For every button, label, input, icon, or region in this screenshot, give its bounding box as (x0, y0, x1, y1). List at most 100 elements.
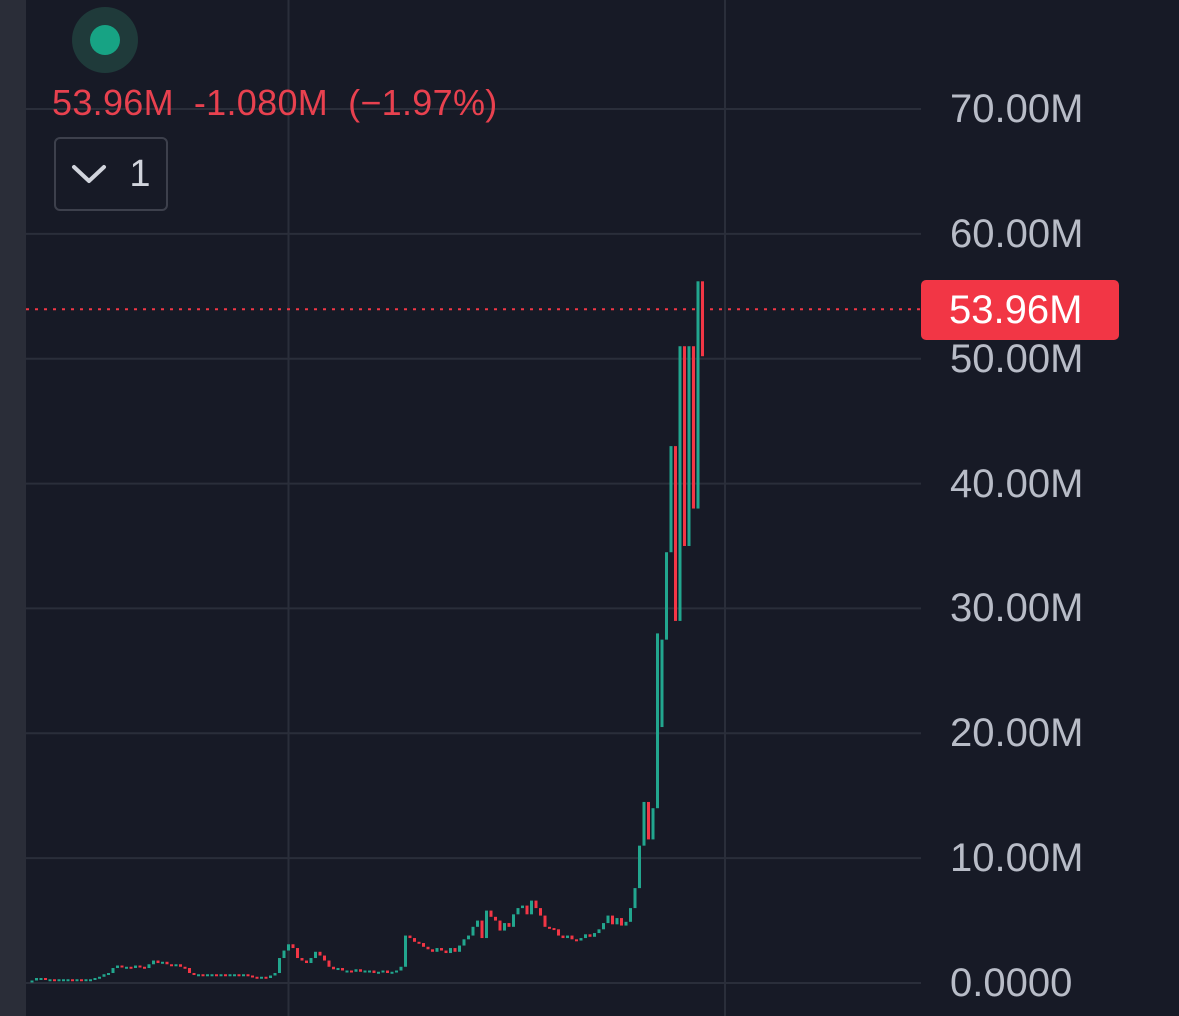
candle (638, 845, 641, 889)
candle (597, 929, 601, 934)
candle (399, 966, 403, 971)
y-axis-tick-label: 50.00M (950, 336, 1084, 381)
candle (354, 969, 358, 972)
candle (341, 968, 344, 971)
candle (372, 970, 376, 974)
candle (273, 973, 277, 976)
candle (201, 974, 205, 977)
candle (237, 974, 241, 977)
legend-change: -1.080M (193, 82, 329, 123)
candle (264, 976, 268, 979)
candle (620, 918, 623, 926)
candle (692, 346, 695, 509)
candle (494, 916, 497, 921)
candle (579, 938, 583, 941)
candle (570, 935, 574, 940)
y-axis-tick-label: 30.00M (950, 586, 1084, 631)
candle (656, 633, 659, 809)
candle (521, 905, 524, 909)
legend-value: 53.96M (52, 82, 174, 123)
candle (188, 968, 191, 974)
candle (440, 948, 443, 951)
y-axis-tick-label: 40.00M (950, 461, 1084, 506)
candle (345, 970, 349, 973)
candle (156, 960, 160, 964)
candle (197, 974, 200, 977)
candle (417, 941, 421, 944)
candle (615, 918, 619, 925)
y-axis-tick-label: 20.00M (950, 711, 1084, 756)
candle (75, 979, 79, 982)
candle (629, 908, 632, 922)
y-axis-tick-label: 70.00M (950, 87, 1084, 131)
candle (584, 934, 587, 939)
legend-collapse-button[interactable]: 1 (54, 137, 168, 211)
candle (80, 979, 83, 982)
status-dot-icon (90, 25, 120, 55)
candle (395, 970, 398, 973)
candle (381, 970, 385, 973)
candle (318, 951, 322, 956)
candle (242, 974, 245, 977)
status-indicator (72, 7, 138, 73)
candle (170, 964, 173, 967)
candle (98, 976, 101, 979)
candle (309, 958, 313, 964)
candle (687, 346, 691, 546)
candle (696, 281, 700, 509)
candle (507, 923, 511, 927)
candle (665, 552, 668, 640)
grid-lines (26, 0, 921, 1016)
candle (602, 923, 605, 930)
candle (426, 946, 430, 950)
candle (314, 951, 317, 959)
candle (296, 948, 299, 959)
candle (674, 446, 677, 621)
candle (476, 920, 479, 927)
candles (30, 281, 704, 983)
candle (323, 955, 326, 961)
candle (71, 979, 74, 982)
candle (161, 961, 164, 964)
candle (44, 978, 47, 981)
candle (368, 970, 371, 973)
candle (233, 974, 236, 977)
candle (530, 900, 533, 915)
candle (89, 979, 92, 982)
candle (480, 920, 484, 939)
candle (62, 979, 65, 982)
candle (467, 935, 470, 940)
candle (30, 980, 34, 983)
candle (134, 965, 137, 969)
candle (386, 970, 389, 974)
candle (543, 915, 547, 927)
candle (66, 979, 70, 982)
candle (471, 926, 475, 936)
candle (291, 944, 295, 949)
candle (143, 966, 146, 969)
candle (39, 978, 43, 981)
candle (453, 948, 457, 952)
candle (701, 281, 704, 357)
candle (633, 888, 637, 909)
candle (359, 969, 362, 972)
candle (269, 975, 272, 979)
candle (246, 974, 250, 977)
candle (593, 933, 596, 937)
candle (539, 908, 542, 916)
candle (174, 964, 178, 967)
candle (498, 920, 502, 931)
candle (462, 939, 466, 946)
candle (413, 938, 416, 942)
candle (642, 801, 646, 846)
candle (116, 965, 119, 969)
candle (147, 964, 151, 969)
candle (111, 968, 115, 974)
candle (669, 446, 673, 553)
candle (332, 966, 335, 970)
candle (431, 949, 434, 952)
candle (435, 948, 439, 952)
candle (228, 974, 232, 977)
candle (255, 976, 259, 979)
